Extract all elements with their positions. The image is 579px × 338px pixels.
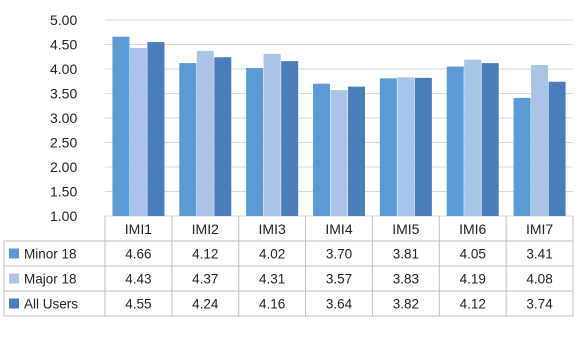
- y-tick-label: 2.00: [50, 159, 77, 175]
- data-label: 4.37: [192, 272, 218, 287]
- data-label: 4.08: [526, 272, 552, 287]
- legend-swatch: [9, 273, 19, 284]
- data-label: 4.05: [460, 247, 486, 262]
- bar: [129, 47, 147, 217]
- bar: [481, 63, 499, 217]
- bar: [147, 42, 165, 216]
- data-label: 4.02: [259, 247, 285, 262]
- bar: [379, 78, 397, 216]
- data-label: 3.83: [393, 272, 419, 287]
- category-label: IMI2: [192, 221, 219, 237]
- bar: [330, 90, 348, 216]
- data-label: 4.31: [259, 272, 285, 287]
- bar: [397, 77, 415, 216]
- data-label: 4.12: [192, 247, 218, 262]
- category-label: IMI1: [125, 221, 152, 237]
- bar: [112, 36, 130, 216]
- data-label: 4.19: [460, 272, 486, 287]
- bar: [179, 63, 197, 217]
- bar: [348, 86, 365, 216]
- bar: [313, 83, 330, 216]
- bar: [196, 50, 214, 217]
- y-axis-ticks: 1.00 1.50 2.00 2.50 3.00 3.50 4.00 4.50 5.00: [50, 12, 77, 224]
- category-label: IMI4: [325, 221, 352, 237]
- bar: [531, 65, 549, 216]
- legend-swatch: [9, 248, 19, 259]
- y-tick-label: 1.50: [50, 184, 77, 200]
- legend-label: All Users: [24, 297, 78, 312]
- category-label: IMI6: [459, 221, 486, 237]
- data-label: 4.24: [192, 297, 219, 312]
- bar: [246, 68, 264, 217]
- y-tick-label: 1.00: [50, 208, 77, 224]
- data-label: 4.16: [259, 297, 285, 312]
- bar: [513, 97, 531, 216]
- data-label: 4.12: [460, 297, 486, 312]
- bar: [281, 61, 299, 216]
- y-tick-label: 5.00: [50, 12, 77, 28]
- bar: [464, 59, 482, 216]
- category-label: IMI3: [259, 221, 286, 237]
- data-label: 4.55: [125, 297, 151, 312]
- bar: [446, 66, 464, 216]
- data-label: 3.41: [526, 247, 552, 262]
- bar: [263, 53, 281, 217]
- category-label: IMI5: [392, 221, 419, 237]
- data-label: 4.66: [125, 247, 151, 262]
- bars: [112, 36, 566, 217]
- category-label: IMI7: [526, 221, 553, 237]
- data-table: IMI1 IMI2 IMI3 IMI4 IMI5 IMI6 IMI7 Minor 18 4.66…: [3, 216, 574, 317]
- data-label: 3.82: [393, 297, 419, 312]
- y-tick-label: 3.50: [50, 86, 77, 102]
- data-label: 3.70: [326, 247, 352, 262]
- y-tick-label: 2.50: [50, 135, 77, 151]
- y-tick-label: 4.00: [50, 61, 77, 77]
- legend-swatch: [9, 298, 19, 309]
- data-label: 3.57: [326, 272, 352, 287]
- data-label: 4.43: [125, 272, 151, 287]
- bar: [548, 81, 566, 217]
- y-tick-label: 3.00: [50, 110, 77, 126]
- data-label: 3.81: [393, 247, 419, 262]
- bar: [214, 57, 232, 216]
- legend-label: Major 18: [24, 272, 77, 287]
- data-label: 3.74: [526, 297, 553, 312]
- data-label: 3.64: [326, 297, 353, 312]
- bar: [414, 77, 432, 216]
- legend-label: Minor 18: [24, 247, 77, 262]
- y-tick-label: 4.50: [50, 37, 77, 53]
